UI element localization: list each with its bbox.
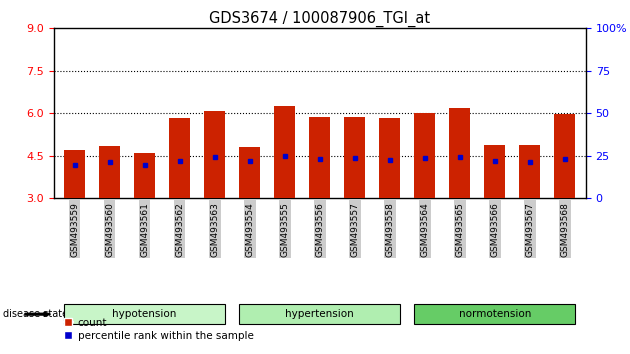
Text: GSM493567: GSM493567 <box>525 202 534 257</box>
Text: GSM493556: GSM493556 <box>315 202 324 257</box>
Bar <box>134 153 155 198</box>
Text: GSM493564: GSM493564 <box>420 202 429 257</box>
Bar <box>274 106 295 198</box>
Bar <box>379 118 400 198</box>
Text: GSM493558: GSM493558 <box>386 202 394 257</box>
Bar <box>239 147 260 198</box>
Bar <box>204 111 225 198</box>
Text: GSM493566: GSM493566 <box>490 202 500 257</box>
Text: disease state: disease state <box>3 309 68 319</box>
Bar <box>415 113 435 198</box>
Bar <box>309 117 330 198</box>
Bar <box>169 118 190 198</box>
Bar <box>519 145 541 198</box>
Text: GSM493563: GSM493563 <box>210 202 219 257</box>
Bar <box>99 146 120 198</box>
Bar <box>64 149 85 198</box>
Text: GSM493554: GSM493554 <box>245 202 254 257</box>
Text: GSM493561: GSM493561 <box>140 202 149 257</box>
Legend: count, percentile rank within the sample: count, percentile rank within the sample <box>59 314 258 345</box>
Text: GSM493568: GSM493568 <box>561 202 570 257</box>
Bar <box>554 114 575 198</box>
Text: hypotension: hypotension <box>112 309 177 319</box>
Text: GSM493560: GSM493560 <box>105 202 114 257</box>
Bar <box>344 117 365 198</box>
Text: GSM493562: GSM493562 <box>175 202 184 257</box>
Text: GSM493555: GSM493555 <box>280 202 289 257</box>
Text: hypertension: hypertension <box>285 309 354 319</box>
Text: GSM493559: GSM493559 <box>70 202 79 257</box>
Bar <box>484 145 505 198</box>
Text: GSM493565: GSM493565 <box>455 202 464 257</box>
Title: GDS3674 / 100087906_TGI_at: GDS3674 / 100087906_TGI_at <box>209 11 430 27</box>
Text: GSM493557: GSM493557 <box>350 202 359 257</box>
Bar <box>449 108 471 198</box>
Text: normotension: normotension <box>459 309 531 319</box>
